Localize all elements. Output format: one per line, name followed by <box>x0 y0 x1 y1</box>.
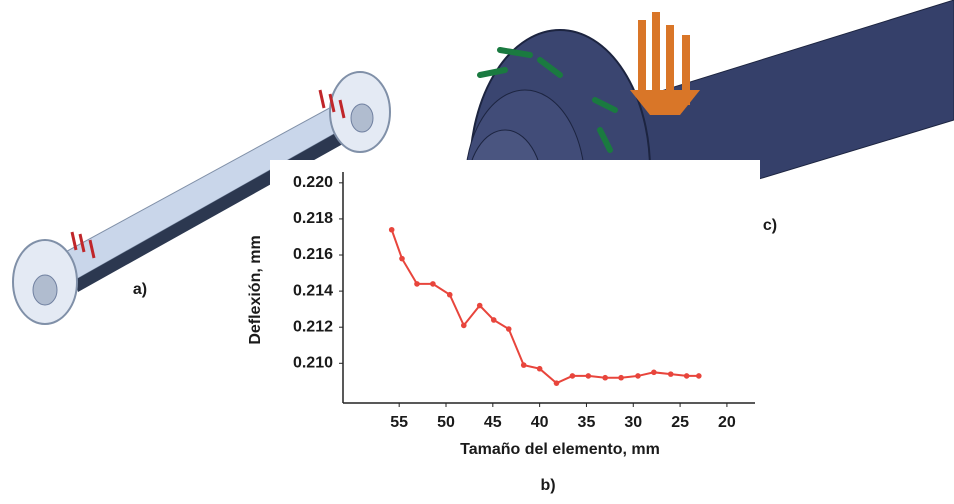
data-point <box>389 227 395 233</box>
data-point <box>651 370 657 376</box>
x-tick-label: 25 <box>671 414 689 431</box>
x-tick-label: 30 <box>624 414 642 431</box>
data-point <box>537 366 543 372</box>
x-tick-label: 50 <box>437 414 455 431</box>
y-axis-label: Deflexión, mm <box>247 235 264 344</box>
x-tick-label: 20 <box>718 414 736 431</box>
y-tick-label: 0.212 <box>293 318 333 335</box>
x-tick-label: 35 <box>578 414 596 431</box>
data-point <box>684 373 690 379</box>
data-point <box>696 373 702 379</box>
x-axis-label: Tamaño del elemento, mm <box>460 441 660 458</box>
figure: a) c) Tamaño del elemento, mm Deflexión,… <box>0 0 954 499</box>
data-point <box>430 281 436 287</box>
data-point <box>586 373 592 379</box>
data-point <box>414 281 420 287</box>
data-point <box>521 362 527 368</box>
data-point <box>506 326 512 332</box>
data-point <box>668 371 674 377</box>
y-tick-label: 0.214 <box>293 282 333 299</box>
caption: b) <box>540 477 555 494</box>
data-point <box>491 317 497 323</box>
data-point <box>602 375 608 381</box>
data-point <box>554 380 560 386</box>
data-point <box>570 373 576 379</box>
y-tick-label: 0.216 <box>293 246 333 263</box>
x-tick-label: 40 <box>531 414 549 431</box>
data-point <box>477 303 483 309</box>
annotation: c) <box>763 217 777 234</box>
data-point <box>461 323 467 329</box>
x-tick-label: 55 <box>390 414 408 431</box>
data-point <box>399 256 405 262</box>
data-point <box>635 373 641 379</box>
x-tick-label: 45 <box>484 414 502 431</box>
annotation: a) <box>133 281 147 298</box>
data-point <box>618 375 624 381</box>
y-tick-label: 0.218 <box>293 210 333 227</box>
data-point <box>447 292 453 298</box>
y-tick-label: 0.210 <box>293 355 333 372</box>
y-tick-label: 0.220 <box>293 174 333 191</box>
